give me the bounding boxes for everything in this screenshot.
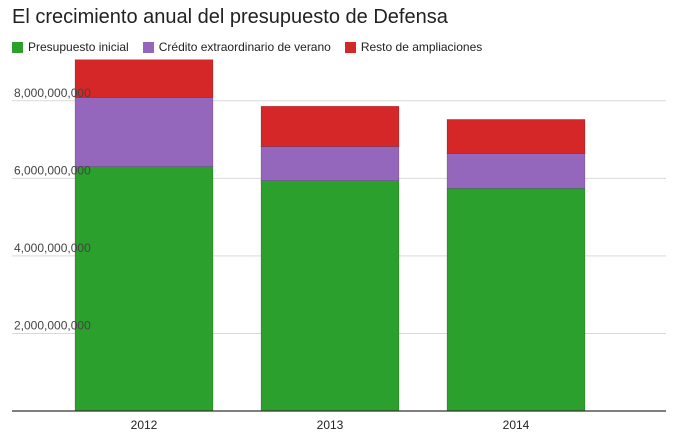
y-tick-label-0: 2,000,000,000 (14, 318, 91, 332)
legend-swatch-presupuesto-inicial (12, 41, 23, 53)
legend-item-resto-ampliaciones: Resto de ampliaciones (344, 40, 483, 54)
bar-2014-series-2 (446, 119, 586, 154)
legend-label-credito-extraordinario: Crédito extraordinario de verano (158, 40, 331, 54)
bar-2012-series-2 (74, 59, 214, 98)
x-tick-label-2014: 2014 (503, 418, 530, 432)
bar-2014-series-0 (446, 188, 586, 412)
chart-legend: Presupuesto inicial Crédito extraordinar… (12, 40, 482, 54)
y-tick-label-1: 4,000,000,000 (14, 241, 91, 255)
bar-2013-series-0 (260, 180, 400, 412)
bar-2012-series-1 (74, 97, 214, 167)
y-tick-label-2: 6,000,000,000 (14, 163, 91, 177)
legend-item-credito-extraordinario: Crédito extraordinario de verano (142, 40, 331, 54)
legend-label-resto-ampliaciones: Resto de ampliaciones (360, 40, 483, 54)
y-tick-label-3: 8,000,000,000 (14, 86, 91, 100)
chart-title: El crecimiento anual del presupuesto de … (12, 6, 448, 28)
legend-label-presupuesto-inicial: Presupuesto inicial (28, 40, 129, 54)
legend-swatch-resto-ampliaciones (344, 41, 356, 53)
bar-2013-series-2 (260, 105, 400, 147)
legend-swatch-credito-extraordinario (142, 41, 154, 53)
bar-2013-series-1 (260, 146, 400, 181)
x-tick-label-2012: 2012 (131, 418, 158, 432)
legend-item-presupuesto-inicial: Presupuesto inicial (12, 40, 129, 54)
bar-2014-series-1 (446, 153, 586, 189)
x-tick-label-2013: 2013 (317, 418, 344, 432)
bar-2012-series-0 (74, 166, 214, 412)
